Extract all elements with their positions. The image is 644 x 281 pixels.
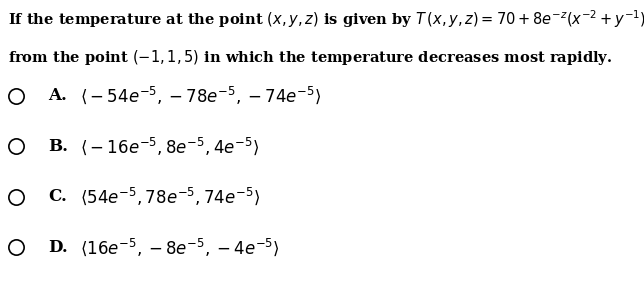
Text: A.: A. [48,87,67,104]
Text: $\langle 54e^{-5}, 78e^{-5}, 74e^{-5}\rangle$: $\langle 54e^{-5}, 78e^{-5}, 74e^{-5}\ra… [80,186,261,207]
Text: $\langle -16e^{-5}, 8e^{-5}, 4e^{-5}\rangle$: $\langle -16e^{-5}, 8e^{-5}, 4e^{-5}\ran… [80,135,260,157]
Text: D.: D. [48,239,68,256]
Text: from the point $(-1, 1, 5)$ in which the temperature decreases most rapidly.: from the point $(-1, 1, 5)$ in which the… [8,48,612,67]
Text: B.: B. [48,138,68,155]
Text: $\langle -54e^{-5}, -78e^{-5}, -74e^{-5}\rangle$: $\langle -54e^{-5}, -78e^{-5}, -74e^{-5}… [80,85,322,106]
Text: C.: C. [48,188,67,205]
Text: If the temperature at the point $(x, y, z)$ is given by $T\,(x, y, z) = 70 + 8e^: If the temperature at the point $(x, y, … [8,8,644,30]
Text: $\langle 16e^{-5}, -8e^{-5}, -4e^{-5}\rangle$: $\langle 16e^{-5}, -8e^{-5}, -4e^{-5}\ra… [80,237,280,258]
